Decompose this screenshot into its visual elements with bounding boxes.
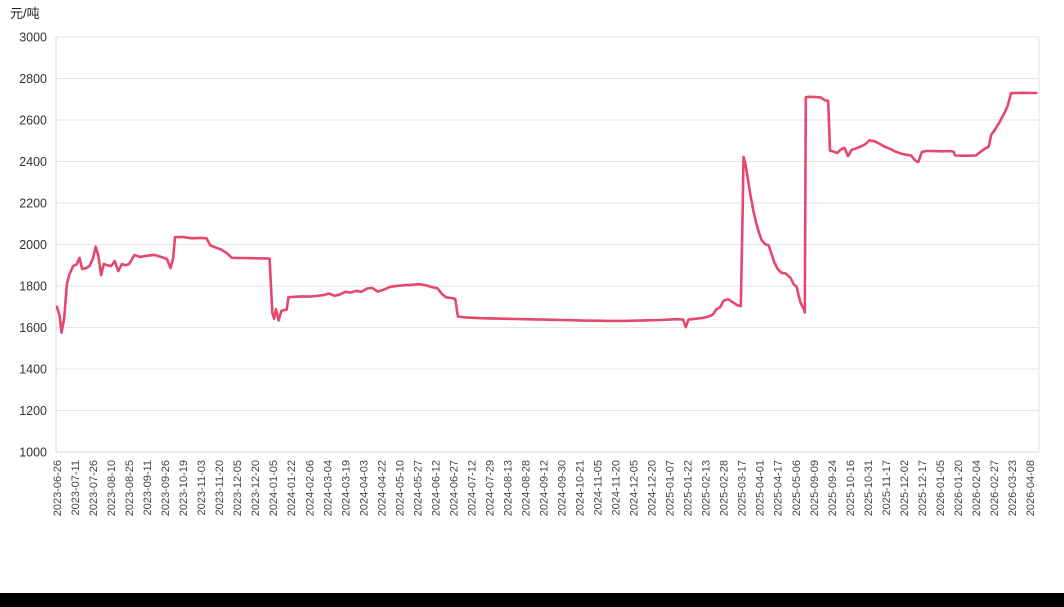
y-tick-label: 1600	[19, 321, 47, 335]
x-tick-label: 2024-03-04	[322, 460, 334, 516]
y-tick-label: 3000	[19, 31, 47, 45]
x-tick-label: 2025-12-02	[899, 460, 911, 516]
x-tick-label: 2024-08-13	[503, 460, 515, 516]
x-tick-label: 2025-11-17	[881, 460, 893, 515]
x-tick-label: 2023-12-05	[232, 460, 244, 516]
x-tick-label: 2023-10-19	[178, 460, 190, 516]
price-line-chart[interactable]: 3000 2800 2600 2400 2200 2000 1800 1600 1400 1200…	[0, 0, 1064, 590]
x-tick-label: 2026-02-04	[971, 460, 983, 516]
price-series-line[interactable]	[55, 91, 1038, 335]
x-tick-label: 2023-11-20	[214, 460, 226, 515]
x-tick-label: 2024-12-05	[629, 460, 641, 516]
x-tick-label: 2024-08-28	[521, 460, 533, 516]
x-tick-label: 2025-03-17	[737, 460, 749, 516]
x-tick-label: 2025-04-17	[773, 460, 785, 516]
x-tick-label: 2024-07-12	[466, 460, 478, 516]
x-tick-label: 2023-08-25	[124, 460, 136, 516]
x-tick-label: 2025-12-17	[917, 460, 929, 516]
x-tick-label: 2026-02-27	[989, 460, 1001, 516]
footer-bar	[0, 593, 1064, 607]
x-tick-label: 2024-10-21	[575, 460, 587, 516]
x-tick-label: 2026-01-20	[953, 460, 965, 516]
x-tick-label: 2024-12-20	[647, 460, 659, 516]
x-tick-label: 2023-12-20	[250, 460, 262, 516]
x-tick-label: 2025-01-07	[665, 460, 677, 516]
x-tick-label: 2025-10-16	[845, 460, 857, 516]
x-tick-label: 2024-09-12	[539, 460, 551, 516]
y-tick-label: 2000	[19, 238, 47, 252]
x-tick-label: 2024-06-12	[430, 460, 442, 516]
x-tick-label: 2023-09-11	[142, 460, 154, 515]
x-tick-label: 2024-05-27	[412, 460, 424, 516]
y-tick-label: 1200	[19, 404, 47, 418]
x-tick-label: 2024-05-10	[394, 460, 406, 516]
x-tick-label: 2024-09-30	[557, 460, 569, 516]
y-tick-label: 1000	[19, 446, 47, 460]
x-tick-label: 2023-09-26	[160, 460, 172, 516]
x-tick-label: 2023-08-10	[106, 460, 118, 516]
y-tick-label: 2600	[19, 114, 47, 128]
x-tick-label: 2026-04-08	[1025, 460, 1037, 516]
price-chart-svg[interactable]: 3000 2800 2600 2400 2200 2000 1800 1600 1400 1200…	[0, 0, 1064, 590]
y-tick-label: 1800	[19, 280, 47, 294]
x-tick-label: 2023-07-11	[70, 460, 82, 515]
x-tick-label: 2024-07-29	[484, 460, 496, 516]
x-tick-label: 2025-10-31	[863, 460, 875, 516]
x-tick-label: 2024-11-20	[611, 460, 623, 515]
x-tick-label: 2023-07-26	[88, 460, 100, 516]
x-tick-label: 2026-03-23	[1007, 460, 1019, 516]
x-tick-label: 2026-01-05	[935, 460, 947, 516]
x-tick-label: 2024-04-03	[358, 460, 370, 516]
x-tick-label: 2025-04-01	[755, 460, 767, 516]
x-tick-label: 2024-04-22	[376, 460, 388, 516]
y-tick-label: 2200	[19, 197, 47, 211]
x-tick-label: 2024-01-05	[268, 460, 280, 516]
x-tick-label: 2025-05-06	[791, 460, 803, 516]
x-tick-label: 2025-02-13	[701, 460, 713, 516]
x-tick-label: 2025-09-09	[809, 460, 821, 516]
y-tick-label: 2400	[19, 155, 47, 169]
x-tick-label: 2024-03-19	[340, 460, 352, 516]
x-tick-label: 2025-02-28	[719, 460, 731, 516]
x-tick-label: 2024-02-06	[304, 460, 316, 516]
x-tick-label: 2025-01-22	[683, 460, 695, 516]
y-tick-label: 2800	[19, 72, 47, 86]
x-tick-label: 2023-11-03	[196, 460, 208, 515]
x-tick-label: 2024-01-22	[286, 460, 298, 516]
y-axis-unit-label: 元/吨	[10, 6, 40, 21]
x-tick-label: 2025-09-24	[827, 460, 839, 516]
y-tick-label: 1400	[19, 363, 47, 377]
x-tick-label: 2023-06-26	[52, 460, 64, 516]
x-tick-label: 2024-06-27	[448, 460, 460, 516]
x-tick-label: 2024-11-05	[593, 460, 605, 515]
